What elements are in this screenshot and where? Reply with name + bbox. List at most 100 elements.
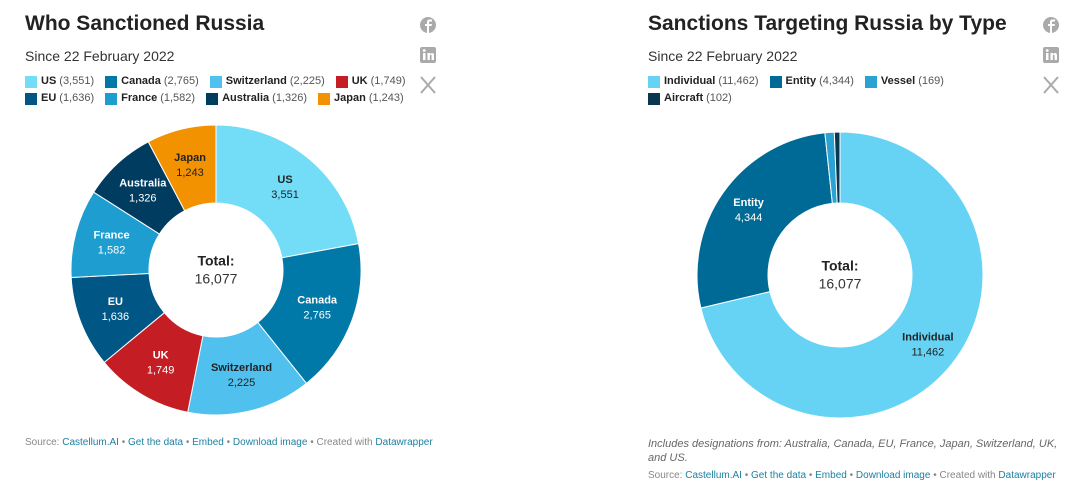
legend-value: (2,225) — [289, 75, 325, 87]
legend-swatch — [648, 92, 660, 105]
legend-swatch — [25, 92, 37, 105]
slice-label: Switzerland — [211, 362, 272, 374]
separator: • — [849, 470, 854, 481]
legend-item: Individual (11,462) — [648, 73, 759, 90]
legend-name: Australia — [222, 92, 270, 104]
slice-value: 1,749 — [147, 365, 175, 377]
legend-name: Aircraft — [664, 92, 704, 104]
legend-item: France (1,582) — [105, 90, 195, 107]
slice-value: 11,462 — [911, 346, 944, 358]
slice-value: 2,225 — [228, 377, 256, 389]
legend-name: France — [121, 92, 158, 104]
credit-link[interactable]: Datawrapper — [375, 437, 433, 448]
legend-item: Japan (1,243) — [318, 90, 404, 107]
legend-swatch — [864, 75, 877, 88]
chart-subtitle: Since 22 February 2022 — [648, 48, 798, 64]
legend-item: UK (1,749) — [335, 73, 405, 90]
slice-label: Entity — [733, 197, 764, 209]
slice-value: 1,582 — [98, 244, 126, 256]
footer-link[interactable]: Download image — [855, 470, 931, 481]
source-label: Source: — [648, 470, 683, 481]
footer-link[interactable]: Embed — [192, 437, 224, 448]
separator: • — [744, 470, 749, 481]
total-title: Total: — [197, 253, 234, 269]
slice-label: UK — [153, 350, 169, 362]
legend-swatch — [105, 92, 118, 105]
legend: Individual (11,462) Entity (4,344) Vessel (16… — [648, 73, 958, 107]
legend-item: Vessel (169) — [864, 73, 944, 90]
footer-link[interactable]: Get the data — [128, 437, 184, 448]
footer: Source: Castellum.AI • Get the data • Em… — [648, 470, 1056, 481]
legend-swatch — [105, 75, 118, 88]
legend-value: (1,636) — [59, 92, 95, 104]
legend-swatch — [335, 75, 348, 88]
legend-name: Canada — [121, 75, 161, 87]
legend-swatch — [209, 75, 222, 88]
legend-item: EU (1,636) — [25, 90, 94, 107]
x-icon[interactable] — [1043, 76, 1059, 94]
slice-value: 1,326 — [129, 193, 157, 205]
slice-label: Individual — [902, 331, 953, 343]
chart-panel: Who Sanctioned Russia Since 22 February 2… — [25, 0, 445, 486]
legend-value: (2,765) — [163, 75, 199, 87]
legend-swatch — [318, 92, 331, 105]
total-title: Total: — [821, 258, 858, 274]
legend-name: UK — [351, 75, 368, 87]
share-icons — [1043, 17, 1059, 94]
legend-value: (4,344) — [819, 75, 854, 87]
slice-label: Japan — [174, 152, 206, 164]
slice-value: 1,636 — [102, 311, 130, 323]
footer: Source: Castellum.AI • Get the data • Em… — [25, 437, 433, 448]
slice-value: 3,551 — [271, 189, 299, 201]
donut-slice — [696, 132, 833, 309]
note: Includes designations from: Australia, C… — [648, 438, 1058, 464]
legend-item: Switzerland (2,225) — [209, 73, 325, 90]
slice-label: Canada — [297, 295, 338, 307]
separator: • — [310, 437, 314, 448]
source-link[interactable]: Castellum.AI — [685, 470, 742, 481]
legend-name: Japan — [334, 92, 366, 104]
legend-swatch — [206, 92, 219, 105]
donut-slice — [257, 243, 362, 385]
legend-value: (11,462) — [718, 75, 759, 87]
legend-swatch — [648, 75, 660, 88]
separator: • — [933, 470, 937, 481]
legend-name: EU — [41, 92, 57, 104]
legend-item: Australia (1,326) — [206, 90, 307, 107]
donut-slice — [147, 125, 217, 212]
slice-label: Australia — [119, 178, 167, 190]
slice-value: 1,243 — [176, 167, 204, 179]
slice-label: US — [277, 174, 292, 186]
legend-name: Switzerland — [225, 75, 287, 87]
legend-swatch — [769, 75, 782, 88]
separator: • — [121, 437, 126, 448]
donut-slice — [833, 131, 841, 204]
legend-item: US (3,551) — [25, 73, 94, 90]
footer-link[interactable]: Get the data — [751, 470, 807, 481]
footer-link[interactable]: Embed — [815, 470, 847, 481]
donut-slice — [700, 131, 984, 419]
total-value: 16,077 — [819, 276, 862, 292]
legend-name: Entity — [785, 75, 817, 87]
legend-value: (1,243) — [368, 92, 404, 104]
chart-subtitle: Since 22 February 2022 — [25, 48, 175, 64]
separator: • — [808, 470, 813, 481]
x-icon[interactable] — [420, 76, 436, 94]
footer-link[interactable]: Download image — [232, 437, 308, 448]
donut-chart: US 3,551 Canada 2,765 Switzerland 2,225 UK 1,74… — [70, 125, 362, 416]
share-icons — [420, 17, 436, 94]
legend-item: Canada (2,765) — [105, 73, 199, 90]
source-link[interactable]: Castellum.AI — [62, 437, 119, 448]
separator: • — [185, 437, 190, 448]
legend-value: (1,326) — [272, 92, 308, 104]
total-value: 16,077 — [195, 271, 238, 287]
credit: Created with — [316, 437, 373, 448]
legend-value: (169) — [918, 75, 944, 87]
legend-swatch — [25, 75, 37, 88]
donut-chart: Individual 11,462 Entity 4,344 Total: 16,077 — [696, 131, 984, 419]
legend-value: (3,551) — [59, 75, 95, 87]
legend-value: (102) — [706, 92, 732, 104]
credit-link[interactable]: Datawrapper — [998, 470, 1056, 481]
separator: • — [226, 437, 231, 448]
